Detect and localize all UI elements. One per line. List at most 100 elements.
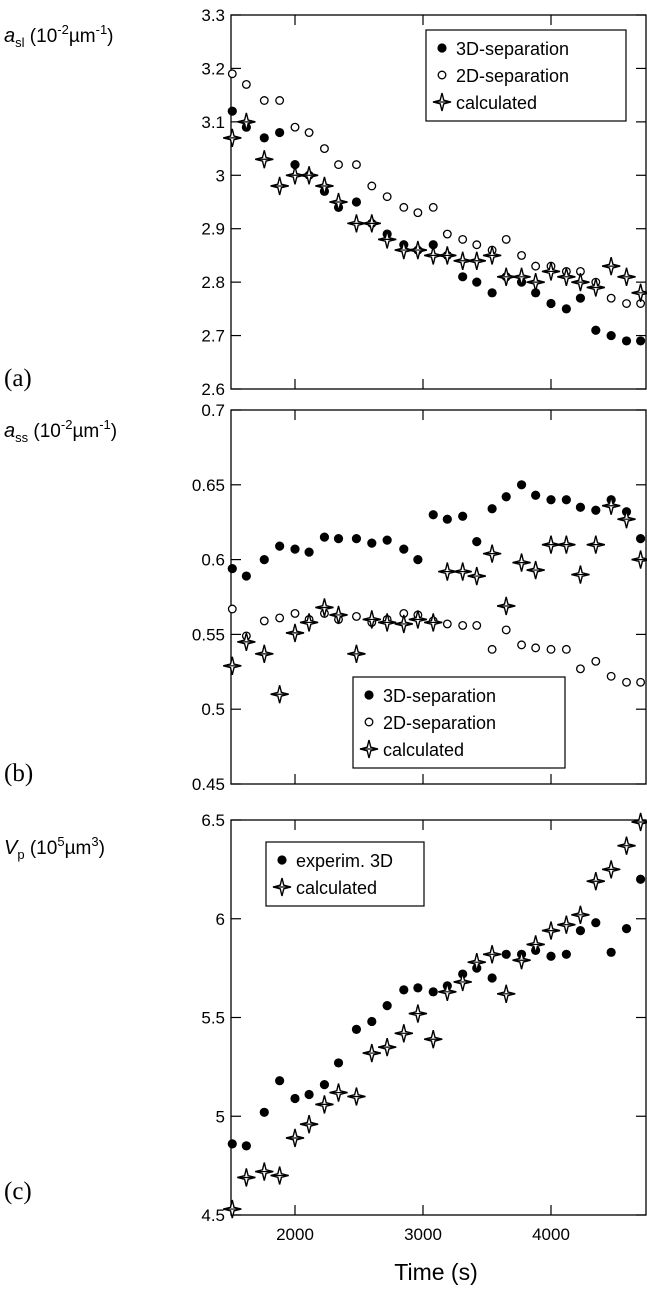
panel-label: (a) [4, 365, 32, 392]
data-point [531, 643, 541, 653]
data-point [546, 495, 556, 505]
data-point [290, 609, 300, 618]
data-point [347, 214, 366, 233]
data-point [516, 480, 527, 490]
data-point [571, 905, 590, 924]
data-point [575, 502, 586, 512]
data-point [223, 656, 242, 675]
y-tick-label: 4.5 [201, 1206, 225, 1225]
data-point [329, 192, 348, 212]
y-tick-label: 2.7 [201, 327, 225, 346]
legend-box [265, 841, 425, 907]
data-point [367, 181, 377, 191]
data-point [458, 272, 468, 282]
data-point [319, 144, 329, 154]
data-point [362, 1043, 381, 1063]
data-point [290, 1093, 300, 1104]
legend: 3D-separation 2D-separation calculated [425, 29, 627, 122]
data-point [617, 836, 636, 855]
data-point [438, 562, 457, 581]
data-point [487, 644, 497, 654]
data-point [472, 537, 482, 547]
data-point [255, 150, 274, 169]
legend-box [352, 676, 566, 769]
panel-label: (c) [4, 1178, 32, 1205]
x-axis-label: Time (s) [394, 1259, 477, 1285]
data-point [275, 541, 285, 551]
data-point [487, 504, 497, 514]
y-tick-label: 0.6 [201, 551, 225, 570]
data-point [259, 616, 269, 626]
data-point [517, 640, 527, 650]
data-point [333, 534, 344, 544]
data-point [531, 261, 541, 271]
data-point [606, 330, 616, 341]
data-point [622, 677, 631, 687]
data-point [442, 514, 452, 524]
y-tick-label: 0.45 [192, 775, 225, 794]
data-point [591, 325, 601, 335]
y-tick-label: 0.7 [201, 401, 225, 420]
data-point [557, 915, 576, 934]
series-calculated [223, 812, 647, 1219]
data-point [424, 1030, 443, 1049]
legend-marker [432, 92, 452, 112]
data-point [399, 544, 409, 554]
data-point [497, 596, 516, 616]
panel-b: 0.45 0.5 0.55 0.6 0.65 0.7 ass (10-2µm-1) (b) [4, 401, 647, 794]
data-point [606, 671, 616, 681]
data-point [571, 272, 590, 292]
data-point [319, 1080, 330, 1090]
data-point [227, 604, 237, 614]
legend-label: calculated [383, 740, 464, 760]
legend-label: calculated [456, 93, 537, 113]
data-point [408, 1004, 428, 1023]
data-point [458, 511, 468, 521]
data-point [631, 550, 647, 569]
data-point [255, 1162, 274, 1181]
data-point [299, 613, 319, 632]
data-point [591, 505, 601, 515]
legend-marker [364, 690, 374, 700]
data-point [351, 160, 361, 170]
data-point [546, 644, 556, 654]
data-point [557, 535, 576, 554]
y-tick-label: 3.1 [201, 113, 225, 132]
data-point [351, 1024, 362, 1034]
data-point [541, 535, 561, 554]
data-point [304, 128, 314, 137]
data-point [227, 563, 237, 574]
data-point [453, 972, 472, 992]
legend-marker [272, 877, 292, 897]
data-point [631, 812, 647, 832]
data-point [237, 1168, 256, 1187]
data-point [636, 677, 646, 687]
y-tick-label: 6 [216, 910, 225, 929]
y-axis-label: asl (10-2µm-1) [4, 22, 114, 50]
data-point [482, 945, 502, 964]
panel-label: (b) [4, 760, 33, 787]
plot-frame [230, 409, 647, 785]
data-point [561, 949, 571, 959]
series-2d-separation [227, 604, 646, 687]
data-point [512, 553, 531, 572]
data-point [458, 234, 468, 244]
data-point [591, 918, 601, 928]
data-point [290, 160, 300, 170]
data-point [453, 562, 472, 581]
data-point [621, 924, 632, 934]
data-point [241, 80, 251, 89]
data-point [617, 267, 636, 286]
data-point [501, 234, 511, 244]
data-point [237, 112, 256, 132]
y-tick-label: 6.5 [201, 811, 225, 830]
legend: 3D-separation 2D-separation calculated [352, 676, 566, 769]
legend-marker [364, 717, 374, 727]
data-point [526, 272, 545, 292]
data-point [601, 256, 621, 276]
legend-label: 3D-separation [456, 39, 569, 59]
data-point [241, 571, 251, 581]
data-point [285, 1128, 305, 1148]
data-point [531, 288, 541, 298]
legend-marker [437, 43, 447, 53]
